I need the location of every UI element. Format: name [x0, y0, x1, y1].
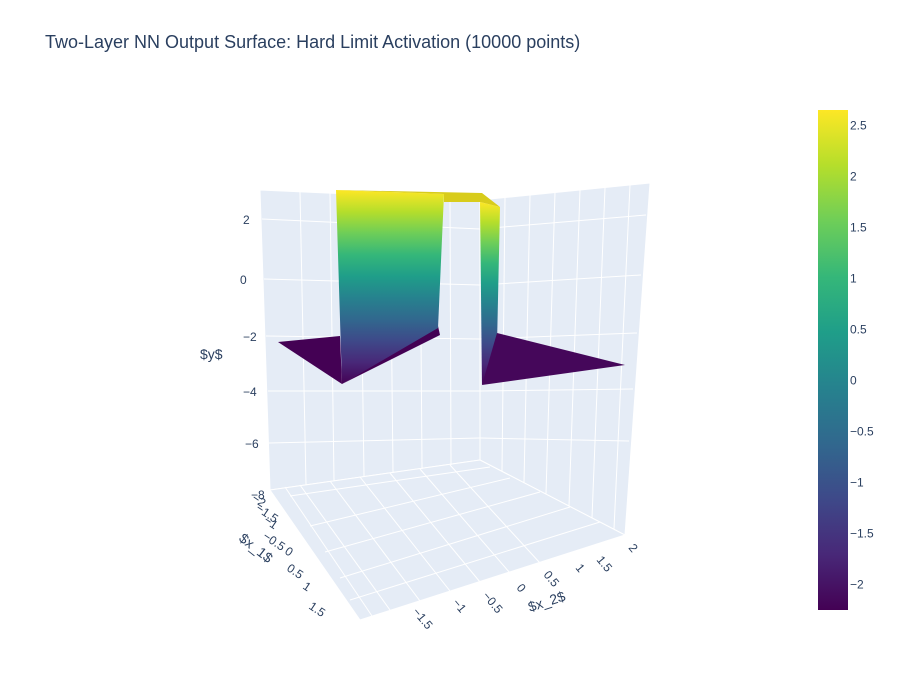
x-tick: −1 — [450, 596, 470, 616]
y-tick: 0.5 — [284, 561, 306, 582]
grid-line — [329, 480, 421, 602]
low-plane-right — [482, 333, 625, 385]
z-axis: 2 0 −2 −4 −6 −8 $y$ — [200, 213, 265, 502]
x-tick: 1.5 — [594, 553, 616, 575]
wall-left — [336, 190, 444, 384]
floor-pane — [269, 459, 627, 621]
grid-line — [449, 464, 541, 564]
grid-line — [324, 491, 541, 553]
grid-line — [299, 484, 391, 611]
scene-panes — [259, 182, 651, 621]
grid-line — [449, 198, 452, 466]
z-tick: −6 — [245, 437, 259, 451]
colorbar-tick: −1.5 — [850, 526, 874, 540]
grid-line — [268, 437, 481, 444]
z-axis-title: $y$ — [200, 346, 223, 362]
z-tick: 2 — [243, 213, 250, 227]
grid-line — [545, 191, 556, 495]
colorbar: 2.5 2 1.5 1 0.5 0 −0.5 −1 −1.5 −2 — [818, 110, 874, 610]
grid-line — [349, 521, 601, 601]
grid-line — [479, 274, 642, 286]
colorbar-tick: −0.5 — [850, 424, 874, 438]
wall-right — [480, 202, 500, 385]
y-tick: 1.5 — [306, 599, 328, 620]
colorbar-tick: 1.5 — [850, 220, 867, 234]
x-tick: 1 — [573, 561, 588, 575]
colorbar-tick: 1 — [850, 271, 857, 285]
grid-line — [613, 184, 631, 530]
grid-line — [419, 468, 511, 574]
x-axis-title: $x_2$ — [526, 588, 567, 615]
colorbar-tick: 0.5 — [850, 322, 867, 336]
grid-line — [309, 477, 511, 527]
grid-line — [479, 214, 647, 230]
colorbar-tick: 0 — [850, 373, 857, 387]
z-tick: 0 — [240, 273, 247, 287]
colorbar-ticks: 2.5 2 1.5 1 0.5 0 −0.5 −1 −1.5 −2 — [850, 118, 874, 591]
x-tick: −0.5 — [480, 589, 506, 616]
grid-line — [479, 437, 630, 442]
grid-line — [523, 194, 531, 484]
grid-line — [591, 187, 606, 519]
chart-title: Two-Layer NN Output Surface: Hard Limit … — [45, 32, 581, 52]
z-tick: −2 — [243, 330, 257, 344]
grid-line — [479, 388, 634, 392]
x-tick: 0 — [514, 581, 529, 595]
x-tick: −1.5 — [410, 605, 436, 632]
low-plane-left — [278, 336, 342, 384]
z-tick: −8 — [251, 488, 265, 502]
grid-line — [501, 196, 506, 472]
colorbar-scale — [818, 110, 848, 610]
grid-line — [568, 189, 581, 507]
surface[interactable] — [278, 190, 625, 385]
x-tick: 0.5 — [541, 568, 563, 590]
z-tick: −4 — [243, 385, 257, 399]
grid-line — [299, 191, 307, 486]
colorbar-tick: −2 — [850, 577, 864, 591]
x-tick: 2 — [626, 541, 641, 555]
y-tick: 1 — [300, 579, 314, 595]
grid-line — [359, 476, 451, 592]
grid-line — [339, 506, 571, 579]
colorbar-tick: 2 — [850, 169, 857, 183]
colorbar-tick: −1 — [850, 475, 864, 489]
high-plateau — [336, 190, 500, 207]
grid-line — [289, 466, 491, 497]
colorbar-tick: 2.5 — [850, 118, 867, 132]
